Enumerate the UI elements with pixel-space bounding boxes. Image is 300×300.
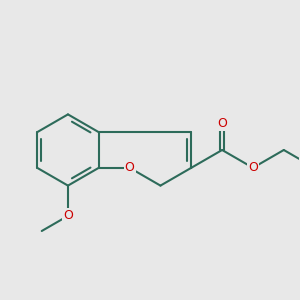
Text: O: O <box>125 161 135 174</box>
Text: O: O <box>217 117 227 130</box>
Text: O: O <box>63 209 73 222</box>
Text: O: O <box>248 161 258 174</box>
